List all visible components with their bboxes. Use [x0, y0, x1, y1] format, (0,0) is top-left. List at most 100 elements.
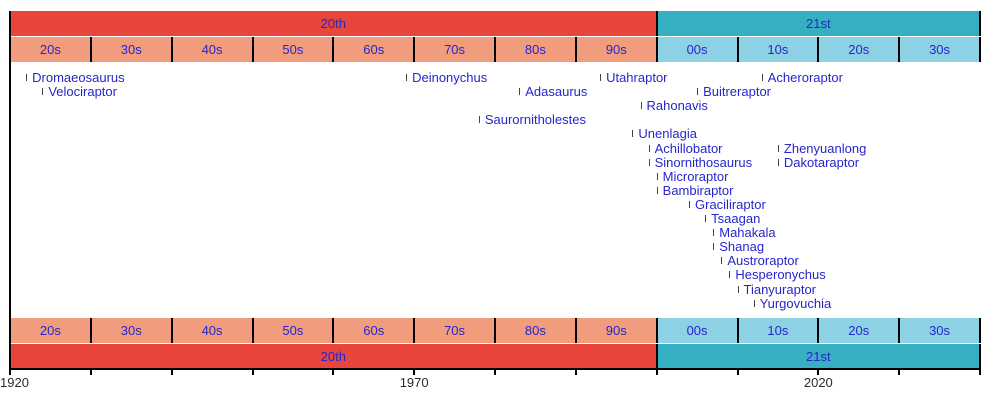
band-separator: [898, 318, 901, 343]
century-label: 21st: [806, 16, 831, 31]
taxon-point-tick: [761, 74, 763, 81]
band-separator: [979, 318, 981, 343]
band-separator: [817, 37, 820, 62]
taxon-label[interactable]: Bambiraptor: [662, 182, 734, 198]
decade-cell: 20s: [10, 37, 91, 62]
taxon-label[interactable]: Sinornithosaurus: [654, 154, 753, 170]
decade-cell: 50s: [252, 37, 334, 62]
taxon-label[interactable]: Utahraptor: [606, 70, 668, 85]
band-separator: [736, 318, 739, 343]
taxon-label[interactable]: Unenlagia: [638, 126, 697, 142]
decade-label: 60s: [363, 42, 385, 57]
decade-cell: 60s: [333, 318, 415, 343]
taxon-point-tick: [721, 257, 723, 265]
taxon-label[interactable]: Yurgovuchia: [759, 295, 832, 311]
century-cell: 20th: [10, 11, 657, 36]
taxon-label[interactable]: Tianyuraptor: [743, 281, 817, 297]
taxon-point-tick: [713, 243, 715, 251]
band-separator: [170, 37, 173, 62]
taxon-label[interactable]: Achillobator: [654, 140, 723, 156]
taxon-label[interactable]: Adasaurus: [525, 84, 588, 100]
band-separator: [170, 318, 173, 343]
taxon-label[interactable]: Tsaagan: [711, 211, 761, 226]
taxon-point-tick: [42, 88, 44, 96]
decade-label: 70s: [444, 323, 466, 338]
decade-label: 60s: [363, 323, 385, 338]
band-separator: [979, 37, 981, 62]
taxon-label[interactable]: Dakotaraptor: [783, 154, 860, 170]
taxon-label[interactable]: Zhenyuanlong: [783, 140, 867, 156]
axis-tick: [494, 370, 496, 375]
decade-label: 50s: [282, 42, 304, 57]
decade-label: 20s: [39, 323, 61, 338]
band-separator: [413, 318, 416, 343]
decade-cell: 30s: [90, 318, 172, 343]
band-separator: [413, 37, 416, 62]
century-cell: 21st: [656, 11, 980, 36]
taxon-label[interactable]: Acheroraptor: [767, 70, 843, 85]
decade-cell: 00s: [656, 318, 738, 343]
decade-cell: 10s: [737, 318, 819, 343]
decade-label: 20s: [39, 42, 61, 57]
taxon-point-tick: [26, 74, 28, 81]
band-separator: [332, 318, 335, 343]
decade-cell: 60s: [333, 37, 415, 62]
decade-cell: 30s: [90, 37, 172, 62]
axis-baseline: [9, 368, 981, 370]
taxon-point-tick: [648, 144, 650, 152]
decade-cell: 70s: [414, 318, 495, 343]
band-separator: [89, 37, 92, 62]
taxon-point-tick: [600, 74, 602, 81]
axis-year-label: 2020: [803, 375, 833, 390]
taxon-point-tick: [753, 299, 755, 307]
taxon-label[interactable]: Graciliraptor: [695, 196, 766, 212]
axis-tick: [979, 370, 981, 375]
axis-tick: [655, 370, 658, 375]
band-separator: [736, 37, 739, 62]
decade-label: 30s: [120, 323, 142, 338]
century-cell: 21st: [656, 344, 980, 368]
taxon-label[interactable]: Hesperonychus: [735, 267, 826, 283]
axis-tick: [251, 370, 254, 375]
taxon-label[interactable]: Rahonavis: [646, 98, 708, 114]
taxon-label[interactable]: Buitreraptor: [703, 84, 771, 100]
decade-cell: 30s: [899, 318, 980, 343]
taxon-point-tick: [478, 116, 480, 124]
century-label: 20th: [320, 16, 346, 31]
decade-label: 30s: [120, 42, 142, 57]
taxon-point-tick: [519, 88, 521, 96]
band-separator: [655, 344, 658, 368]
band-separator: [251, 318, 254, 343]
taxon-label[interactable]: Saurornitholestes: [484, 112, 586, 128]
decade-label: 30s: [929, 323, 951, 338]
taxon-label[interactable]: Austroraptor: [727, 253, 799, 269]
decade-cell: 70s: [414, 37, 495, 62]
decade-label: 90s: [605, 42, 627, 57]
taxon-point-tick: [705, 215, 707, 222]
decade-cell: 80s: [495, 318, 576, 343]
decade-cell: 20s: [10, 318, 91, 343]
taxon-label[interactable]: Shanag: [719, 239, 765, 255]
taxon-label[interactable]: Microraptor: [662, 168, 729, 184]
band-separator: [979, 344, 981, 368]
taxon-label[interactable]: Velociraptor: [48, 84, 117, 100]
taxon-point-tick: [737, 285, 739, 293]
decade-label: 50s: [282, 323, 304, 338]
taxon-point-tick: [729, 271, 731, 279]
taxon-point-tick: [777, 144, 779, 152]
taxon-label[interactable]: Dromaeosaurus: [32, 70, 125, 85]
band-separator: [494, 318, 496, 343]
taxon-point-tick: [406, 74, 408, 81]
axis-tick: [898, 370, 901, 375]
taxon-label[interactable]: Deinonychus: [412, 70, 488, 85]
axis-year-label: 1970: [399, 375, 429, 390]
band-separator: [898, 37, 901, 62]
decade-label: 20s: [848, 323, 870, 338]
taxon-point-tick: [648, 158, 650, 166]
decade-cell: 50s: [252, 318, 334, 343]
taxon-point-tick: [632, 130, 634, 138]
taxon-label[interactable]: Mahakala: [719, 225, 776, 241]
axis-tick: [413, 370, 416, 375]
decade-label: 00s: [686, 42, 708, 57]
